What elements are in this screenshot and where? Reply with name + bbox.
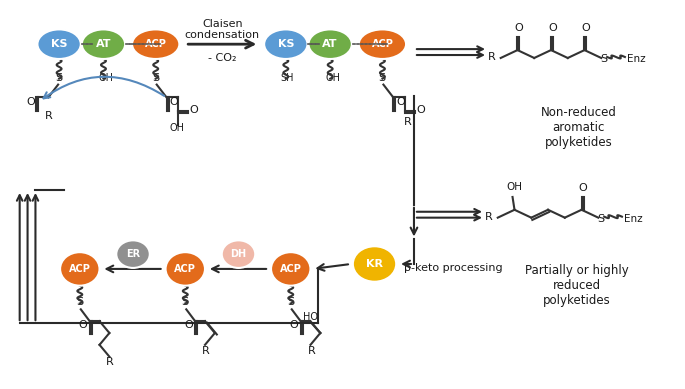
Ellipse shape [308, 30, 352, 59]
Text: ER: ER [126, 249, 140, 259]
Ellipse shape [359, 30, 406, 59]
Text: KS: KS [51, 39, 67, 49]
Text: O: O [290, 320, 299, 330]
Text: S: S [182, 298, 188, 307]
Text: ACP: ACP [175, 264, 196, 274]
Ellipse shape [353, 246, 396, 282]
Text: SH: SH [280, 73, 293, 82]
Ellipse shape [271, 252, 310, 286]
Text: O: O [169, 97, 178, 107]
Ellipse shape [38, 30, 81, 59]
Text: R: R [404, 117, 412, 127]
Ellipse shape [116, 240, 150, 268]
Ellipse shape [166, 252, 205, 286]
Text: R: R [105, 357, 113, 366]
Ellipse shape [60, 252, 99, 286]
Text: Enz: Enz [624, 214, 643, 224]
Text: OH: OH [169, 123, 184, 133]
Text: S: S [76, 298, 83, 307]
Text: Partially or highly
reduced
polyketides: Partially or highly reduced polyketides [525, 264, 628, 307]
Text: ACP: ACP [69, 264, 90, 274]
Text: β-keto processing: β-keto processing [404, 263, 503, 273]
Text: S: S [152, 73, 159, 82]
Ellipse shape [82, 30, 125, 59]
Text: S: S [379, 73, 386, 82]
Text: R: R [485, 212, 493, 222]
Text: AT: AT [323, 39, 338, 49]
Text: S: S [597, 214, 604, 224]
FancyArrowPatch shape [44, 77, 164, 98]
Text: DH: DH [230, 249, 247, 259]
Ellipse shape [264, 30, 308, 59]
Text: O: O [579, 183, 587, 193]
Text: O: O [514, 23, 523, 33]
Text: ACP: ACP [279, 264, 301, 274]
Text: HO: HO [303, 312, 318, 322]
Text: S: S [287, 298, 294, 307]
Text: O: O [548, 23, 557, 33]
Text: KS: KS [277, 39, 294, 49]
Text: R: R [488, 52, 496, 62]
Text: R: R [45, 111, 53, 121]
Ellipse shape [132, 30, 179, 59]
Ellipse shape [222, 240, 256, 268]
Text: O: O [416, 105, 425, 115]
Text: S: S [55, 73, 62, 82]
Text: AT: AT [96, 39, 111, 49]
Text: OH: OH [507, 182, 523, 192]
Text: ACP: ACP [371, 39, 393, 49]
Text: OH: OH [325, 73, 340, 82]
Text: O: O [27, 97, 36, 107]
Text: O: O [189, 105, 198, 115]
Text: O: O [396, 97, 405, 107]
Text: Enz: Enz [627, 54, 645, 64]
Text: Non-reduced
aromatic
polyketides: Non-reduced aromatic polyketides [540, 106, 616, 149]
Text: O: O [79, 320, 88, 330]
Text: - CO₂: - CO₂ [208, 53, 236, 63]
Text: Claisen
condensation: Claisen condensation [185, 19, 260, 40]
Text: R: R [202, 346, 210, 356]
Text: O: O [582, 23, 590, 33]
Text: O: O [184, 320, 193, 330]
Text: S: S [600, 54, 608, 64]
Text: R: R [308, 346, 315, 356]
Text: ACP: ACP [145, 39, 166, 49]
Text: OH: OH [99, 73, 114, 82]
Text: KR: KR [366, 259, 383, 269]
